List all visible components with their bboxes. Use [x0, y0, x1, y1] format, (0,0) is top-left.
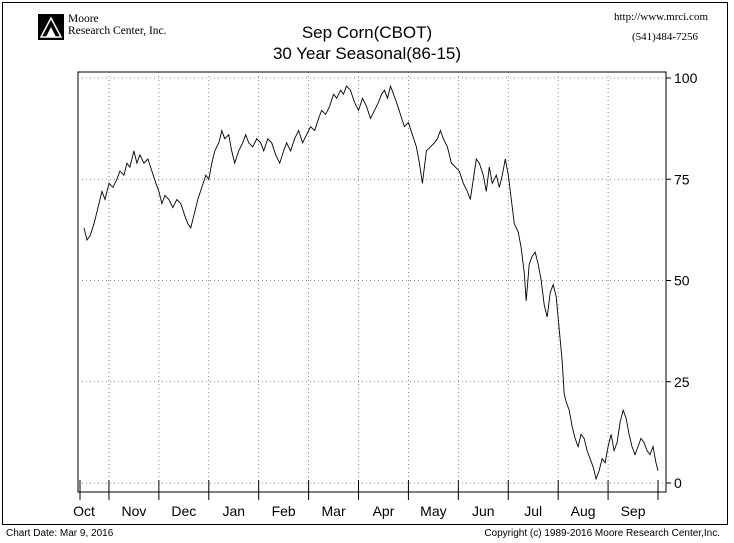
chart-subtitle: 30 Year Seasonal(86-15) — [272, 44, 462, 63]
y-tick-label: 50 — [674, 273, 690, 289]
seasonal-line — [83, 84, 659, 481]
x-tick-label: May — [420, 503, 446, 519]
x-tick-label: Apr — [373, 503, 395, 519]
company-logo-text: Moore Research Center, Inc. — [68, 13, 167, 37]
plot-area — [77, 71, 667, 493]
x-tick-label: Jul — [524, 503, 542, 519]
grid-lines — [78, 72, 666, 492]
x-tick-label: Dec — [171, 503, 196, 519]
copyright: Copyright (c) 1989-2016 Moore Research C… — [484, 528, 720, 539]
x-tick-label: Mar — [322, 503, 346, 519]
y-tick-label: 100 — [674, 70, 698, 86]
website-url: http://www.mrci.com — [614, 11, 708, 23]
x-tick-label: Feb — [272, 503, 296, 519]
x-tick-label: Nov — [121, 503, 146, 519]
x-tick-label: Sep — [621, 503, 646, 519]
x-tick-label: Jan — [222, 503, 245, 519]
chart-date: Chart Date: Mar 9, 2016 — [6, 528, 114, 539]
chart-frame — [2, 2, 728, 525]
x-tick-label: Jun — [472, 503, 495, 519]
y-tick-label: 25 — [674, 374, 690, 390]
logo-line-1: Moore — [68, 13, 99, 25]
x-axis: Oct Nov Dec Jan Feb Mar Apr May Jun Jul Aug Sep — [73, 480, 659, 519]
logo-line-2: Research Center, Inc. — [68, 25, 167, 37]
y-tick-label: 0 — [674, 475, 682, 491]
x-tick-label: Aug — [571, 503, 596, 519]
chart-title: Sep Corn(CBOT) — [301, 23, 433, 42]
moore-logo-icon — [38, 14, 64, 40]
y-axis: 0 25 50 75 100 — [666, 70, 698, 491]
x-tick-label: Oct — [73, 503, 95, 519]
y-tick-label: 75 — [674, 171, 690, 187]
phone-number: (541)484-7256 — [632, 31, 698, 43]
